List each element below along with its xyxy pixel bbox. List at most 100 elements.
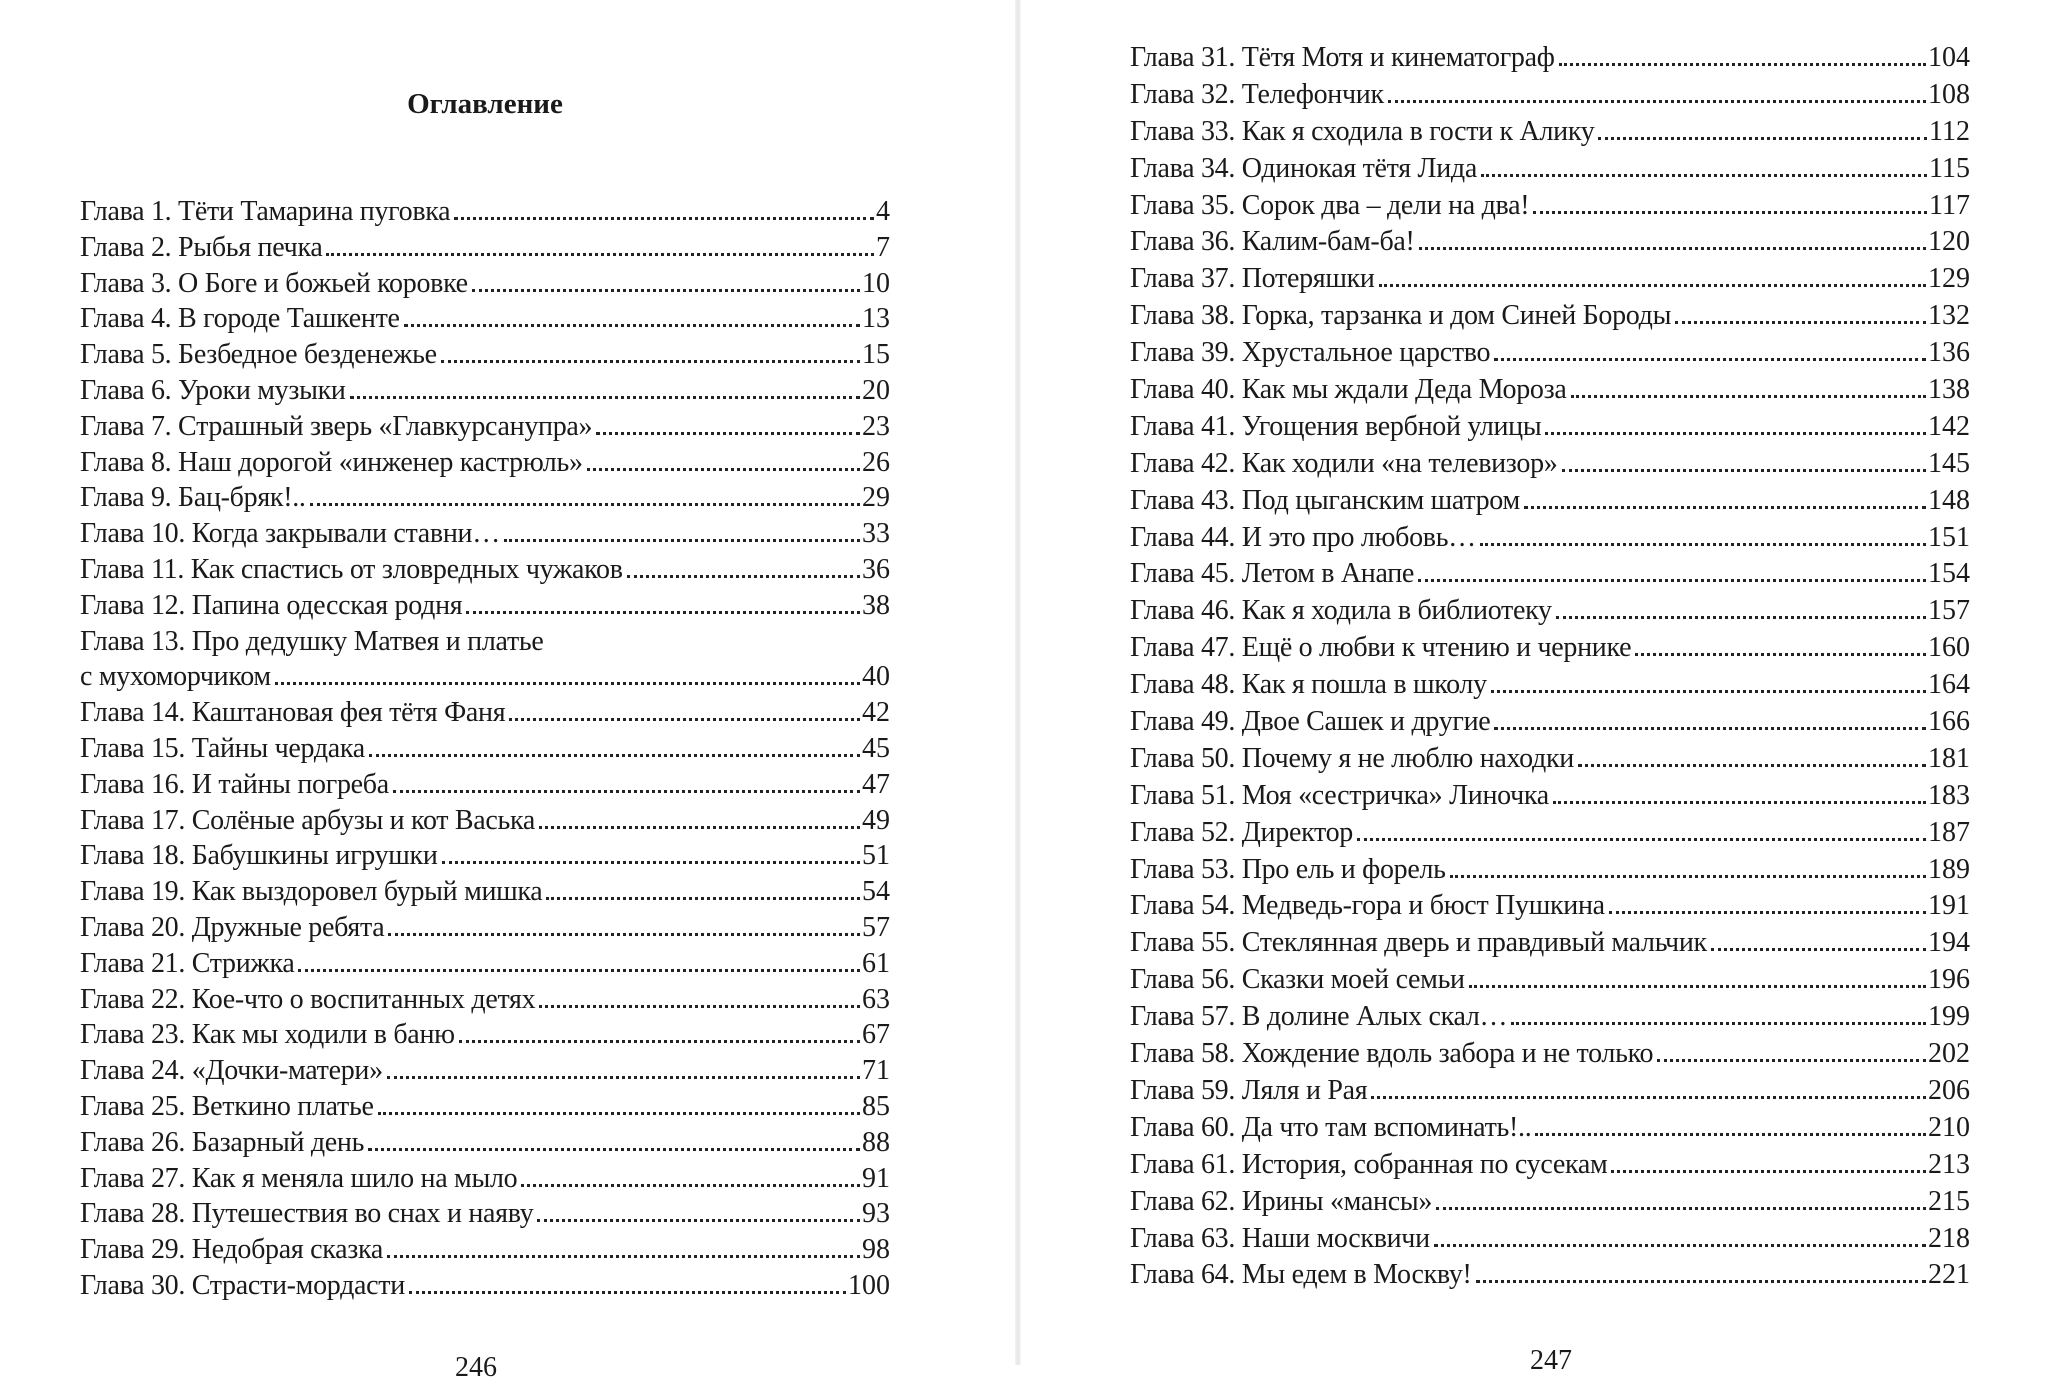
dot-leader: [1710, 948, 1926, 952]
toc-entry-title: Глава 61. История, собранная по сусекам: [1130, 1148, 1608, 1180]
dot-leader: [1480, 173, 1928, 177]
toc-entry: Глава 14. Каштановая фея тётя Фаня 42: [80, 697, 890, 733]
toc-entry: Глава 51. Моя «сестричка» Линочка 183: [1130, 780, 1970, 817]
toc-entry-title: Глава 39. Хрустальное царство: [1130, 337, 1491, 369]
dot-leader: [387, 1255, 860, 1259]
toc-entry-page: 199: [1928, 1001, 1970, 1033]
toc-entry-title: Глава 48. Как я пошла в школу: [1130, 669, 1487, 701]
page-number-right: 247: [1530, 1345, 1572, 1376]
toc-entry-title: Глава 18. Бабушкины игрушки: [80, 840, 438, 872]
toc-entry-title: Глава 41. Угощения вербной улицы: [1130, 410, 1542, 442]
toc-entry-page: 108: [1928, 78, 1970, 110]
toc-entry-title: Глава 9. Бац-бряк!..: [80, 482, 306, 514]
toc-entry-title: Глава 51. Моя «сестричка» Линочка: [1130, 779, 1549, 811]
toc-entry: Глава 36. Калим-бам-ба! 120: [1130, 226, 1970, 263]
toc-entry: Глава 25. Веткино платье 85: [80, 1091, 890, 1127]
toc-entry-page: 218: [1928, 1222, 1970, 1254]
dot-leader: [539, 825, 860, 829]
dot-leader: [1371, 1095, 1926, 1099]
toc-entry-title: Глава 46. Как я ходила в библиотеку: [1130, 595, 1552, 627]
dot-leader: [368, 1147, 860, 1151]
toc-entry-page: 100: [848, 1269, 890, 1301]
dot-leader: [454, 217, 874, 220]
dot-leader: [440, 360, 860, 364]
toc-entry-page: 132: [1928, 300, 1970, 332]
dot-leader: [392, 789, 860, 793]
toc-entry-page: 42: [862, 697, 890, 729]
toc-entry-title: Глава 29. Недобрая сказка: [80, 1234, 384, 1266]
dot-leader: [1418, 247, 1926, 251]
toc-entry: Глава 28. Путешествия во снах и наяву 93: [80, 1198, 890, 1234]
toc-entry-title: Глава 24. «Дочки-матери»: [80, 1055, 383, 1087]
dot-leader: [1479, 542, 1926, 546]
toc-entry-page: 138: [1928, 374, 1970, 406]
toc-entry: Глава 43. Под цыганским шатром 148: [1130, 485, 1970, 522]
dot-leader: [539, 1004, 860, 1008]
toc-entry: Глава 48. Как я пошла в школу 164: [1130, 669, 1970, 706]
dot-leader: [1468, 985, 1926, 989]
dot-leader: [388, 932, 860, 936]
dot-leader: [1433, 1243, 1926, 1247]
dot-leader: [441, 861, 860, 865]
toc-entry-page: 104: [1928, 42, 1970, 73]
toc-entry: Глава 10. Когда закрывали ставни… 33: [80, 518, 890, 554]
toc-entry-title: Глава 35. Сорок два – дели на два!: [1130, 189, 1530, 221]
toc-entry: Глава 56. Сказки моей семьи 196: [1130, 964, 1970, 1001]
toc-entry-title: Глава 44. И это про любовь…: [1130, 521, 1476, 553]
toc-entry: Глава 45. Летом в Анапе 154: [1130, 558, 1970, 595]
toc-entry-page: 13: [862, 303, 890, 335]
toc-entry-title: Глава 63. Наши москвичи: [1130, 1222, 1430, 1254]
toc-entry: Глава 39. Хрустальное царство 136: [1130, 337, 1970, 374]
toc-entry: Глава 3. О Боге и божьей коровке 10: [80, 268, 890, 304]
dot-leader: [1490, 690, 1926, 694]
toc-entry-title: Глава 11. Как спастись от зловредных чуж…: [80, 553, 623, 585]
toc-entry: Глава 16. И тайны погреба 47: [80, 769, 890, 805]
toc-entry: Глава 33. Как я сходила в гости к Алику 1…: [1130, 116, 1970, 153]
toc-entry-title: Глава 28. Путешествия во снах и наяву: [80, 1198, 534, 1230]
toc-entry: Глава 55. Стеклянная дверь и правдивый м…: [1130, 927, 1970, 964]
toc-entry: Глава 19. Как выздоровел бурый мишка 54: [80, 876, 890, 912]
toc-entry-page: 51: [862, 840, 890, 872]
toc-entry-page: 93: [862, 1198, 890, 1230]
toc-entry-title: Глава 1. Тёти Тамарина пуговка: [80, 196, 451, 227]
toc-entry-title: Глава 49. Двое Сашек и другие: [1130, 706, 1491, 738]
toc-entry: Глава 9. Бац-бряк!.. 29: [80, 482, 890, 518]
toc-entry-page: 142: [1928, 410, 1970, 442]
toc-entry: Глава 47. Ещё о любви к чтению и чернике…: [1130, 632, 1970, 669]
toc-entry-title: Глава 16. И тайны погреба: [80, 768, 389, 800]
toc-entry-page: 221: [1928, 1259, 1970, 1291]
toc-entry-title: Глава 4. В городе Ташкенте: [80, 303, 400, 335]
toc-entry-page: 40: [862, 661, 890, 693]
dot-leader: [1475, 1280, 1926, 1284]
toc-entry: Глава 20. Дружные ребята 57: [80, 912, 890, 948]
toc-entry-page: 88: [862, 1126, 890, 1158]
toc-entry-title: Глава 30. Страсти-мордасти: [80, 1269, 405, 1301]
dot-leader: [537, 1219, 860, 1223]
toc-entry-title: Глава 21. Стрижка: [80, 947, 295, 979]
toc-entry-title: Глава 27. Как я меняла шило на мыло: [80, 1162, 518, 1194]
toc-entry-page: 189: [1928, 853, 1970, 885]
toc-entry-page: 160: [1928, 632, 1970, 664]
toc-entry-page: 54: [862, 876, 890, 908]
toc-entry: Глава 11. Как спастись от зловредных чуж…: [80, 554, 890, 590]
toc-entry-page: 191: [1928, 890, 1970, 922]
toc-entry-page: 98: [862, 1234, 890, 1266]
toc-entry-page: 183: [1928, 779, 1970, 811]
toc-entry: Глава 49. Двое Сашек и другие 166: [1130, 706, 1970, 743]
toc-entry-page: 4: [876, 196, 890, 227]
toc-entry: Глава 61. История, собранная по сусекам 2…: [1130, 1149, 1970, 1186]
toc-entry-title: Глава 57. В долине Алых скал…: [1130, 1001, 1508, 1033]
toc-entry-page: 29: [862, 482, 890, 514]
dot-leader: [1535, 1132, 1926, 1136]
toc-entry-page: 49: [862, 804, 890, 836]
dot-leader: [521, 1183, 860, 1187]
toc-entry: Глава 41. Угощения вербной улицы 142: [1130, 411, 1970, 448]
toc-entry-page: 206: [1928, 1074, 1970, 1106]
dot-leader: [458, 1040, 860, 1044]
toc-entry: Глава 32. Телефончик 108: [1130, 79, 1970, 116]
toc-entry-page: 85: [862, 1090, 890, 1122]
toc-entry: Глава 30. Страсти-мордасти 100: [80, 1270, 890, 1306]
toc-entry: Глава 37. Потеряшки 129: [1130, 263, 1970, 300]
toc-entry-title: Глава 7. Страшный зверь «Главкурсанупра»: [80, 410, 593, 442]
dot-leader: [1635, 653, 1926, 657]
